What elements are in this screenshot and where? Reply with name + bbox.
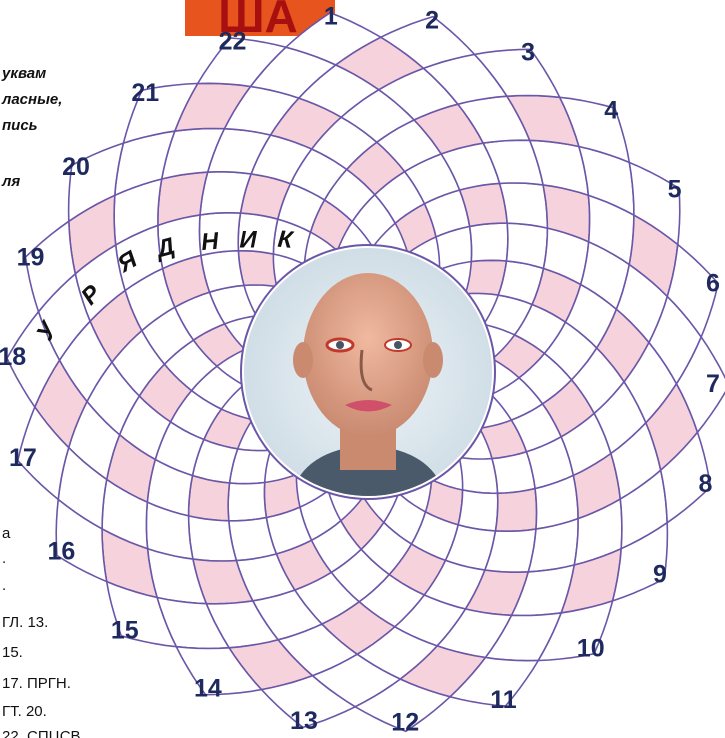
crossword-page: ША уквамласные,письляа..ГЛ. 13.15.17. ПР… <box>0 0 725 738</box>
cell <box>470 223 508 261</box>
cell <box>496 489 537 532</box>
instruction-line: ласные, <box>1 91 62 108</box>
clue-number: 6 <box>706 269 720 297</box>
clue-number: 5 <box>668 176 682 204</box>
clue-number: 10 <box>577 634 605 662</box>
clue-number: 3 <box>521 39 535 67</box>
answer-letter: И <box>239 226 257 253</box>
clue-number: 21 <box>131 79 159 107</box>
clue-number: 15 <box>111 617 139 645</box>
clue-line: 22. СПЦСВ. <box>2 728 85 738</box>
answer-letter: Н <box>200 228 220 256</box>
cell <box>507 223 548 268</box>
instruction-line: ля <box>1 173 20 190</box>
clue-line: ГТ. 20. <box>2 703 47 720</box>
clue-line: . <box>2 577 6 594</box>
cell <box>500 183 548 228</box>
clue-number: 20 <box>62 153 90 181</box>
clue-number: 4 <box>604 97 618 125</box>
instruction-line: уквам <box>1 65 46 82</box>
clue-number: 17 <box>9 444 37 472</box>
clue-line: а <box>2 525 11 542</box>
clue-line: . <box>2 550 6 567</box>
clue-number: 14 <box>194 675 222 703</box>
clue-number: 2 <box>425 6 439 34</box>
clue-number: 13 <box>290 707 318 735</box>
clue-number: 19 <box>17 243 45 271</box>
cell <box>189 516 237 561</box>
cell <box>238 251 276 287</box>
clue-line: ГЛ. 13. <box>2 614 48 631</box>
cell <box>458 490 498 531</box>
cell <box>189 476 230 521</box>
clue-number: 22 <box>219 27 247 55</box>
clue-number: 1 <box>324 3 338 31</box>
clue-number: 7 <box>706 370 720 398</box>
clue-number: 11 <box>490 686 517 714</box>
clue-number: 8 <box>699 470 713 498</box>
cell <box>459 457 497 493</box>
clue-number: 9 <box>653 560 667 588</box>
clue-line: 15. <box>2 644 23 661</box>
clue-number: 16 <box>47 538 75 566</box>
cell <box>228 483 266 521</box>
instruction-line: пись <box>2 117 38 134</box>
clue-number: 12 <box>391 709 419 737</box>
clue-line: 17. ПРГН. <box>2 675 71 692</box>
clue-number: 18 <box>0 343 26 371</box>
